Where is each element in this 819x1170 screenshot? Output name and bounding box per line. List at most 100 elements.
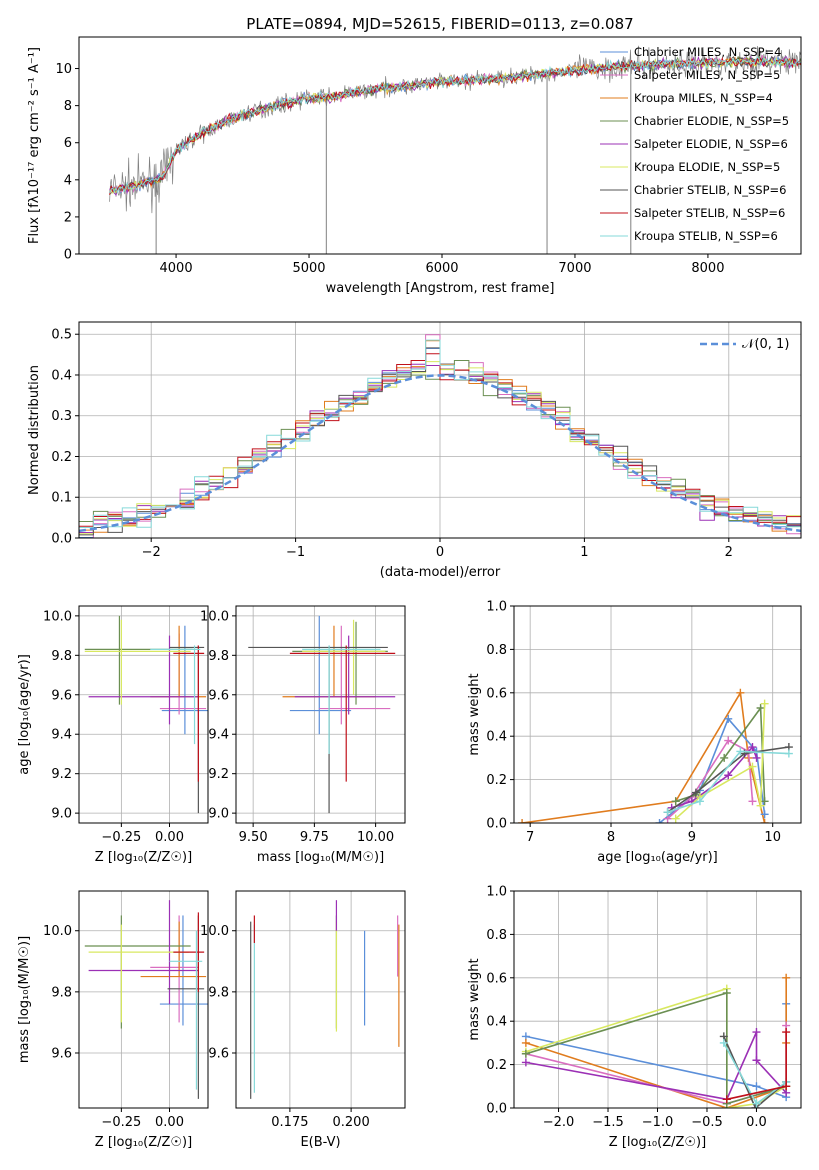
x-tick-label: 6000 bbox=[425, 261, 458, 276]
y-tick-label: 9.6 bbox=[208, 688, 229, 703]
axes-frame bbox=[235, 890, 406, 1109]
x-tick-label: −1 bbox=[286, 545, 305, 560]
y-tick-label: 10.0 bbox=[200, 609, 229, 624]
y-tick-label: 10.0 bbox=[43, 924, 72, 939]
x-axis-label: age [log₁₀(age/yr)] bbox=[597, 850, 718, 865]
y-tick-label: 0.2 bbox=[486, 1058, 507, 1073]
weight-marker bbox=[695, 797, 704, 806]
y-tick-label: 0.4 bbox=[51, 368, 72, 383]
weight-marker bbox=[521, 1038, 530, 1047]
x-axis-label: Z [log₁₀(Z/Z☉)] bbox=[95, 1135, 192, 1150]
x-tick-label: 5000 bbox=[292, 261, 325, 276]
y-tick-label: 10 bbox=[55, 62, 72, 77]
age-mass-panel: 9.50 9.75 10.00 9.0 9.2 9.4 9.6 9.8 10.0 mass [lo… bbox=[200, 605, 406, 865]
axes-frame bbox=[78, 36, 802, 255]
weight-marker bbox=[784, 749, 793, 758]
x-axis-label: Z [log₁₀(Z/Z☉)] bbox=[95, 850, 192, 865]
x-tick-label: 1 bbox=[580, 545, 588, 560]
y-tick-label: 9.4 bbox=[208, 728, 229, 743]
y-tick-label: 9.8 bbox=[208, 985, 229, 1000]
y-tick-label: 0.5 bbox=[51, 328, 72, 343]
weight-marker bbox=[691, 788, 700, 797]
x-tick-label: −0.5 bbox=[691, 1115, 723, 1130]
weight-line bbox=[521, 690, 766, 823]
y-tick-label: 9.0 bbox=[51, 807, 72, 822]
weight-marker bbox=[752, 1056, 761, 1065]
y-tick-label: 9.8 bbox=[51, 985, 72, 1000]
x-tick-label: 8 bbox=[607, 830, 615, 845]
y-tick-label: 0.8 bbox=[486, 643, 507, 658]
y-tick-label: 0.8 bbox=[486, 928, 507, 943]
legend-entry: 𝒩(0, 1) bbox=[742, 337, 789, 352]
y-tick-label: 0.2 bbox=[51, 450, 72, 465]
weight-marker bbox=[752, 1082, 761, 1091]
weight-marker bbox=[521, 1049, 530, 1058]
legend-entry: Chabrier STELIB, N_SSP=6 bbox=[634, 183, 786, 197]
x-axis-label: (data-model)/error bbox=[380, 565, 501, 580]
weight-line bbox=[723, 1036, 787, 1108]
gaussian-curve bbox=[79, 374, 801, 533]
weight-marker bbox=[752, 1099, 761, 1108]
x-tick-label: 9.75 bbox=[300, 830, 329, 845]
weight-marker bbox=[722, 1095, 731, 1104]
weight-marker bbox=[663, 808, 672, 817]
x-tick-label: 4000 bbox=[160, 261, 193, 276]
y-tick-label: 9.8 bbox=[208, 649, 229, 664]
weight-marker bbox=[756, 801, 765, 810]
y-tick-label: 1.0 bbox=[486, 885, 507, 900]
x-tick-label: −1.0 bbox=[642, 1115, 674, 1130]
axes-frame bbox=[78, 890, 209, 1109]
weight-marker bbox=[736, 747, 745, 756]
x-axis-label: Z [log₁₀(Z/Z☉)] bbox=[609, 1135, 706, 1150]
y-tick-label: 9.2 bbox=[51, 767, 72, 782]
x-tick-label: 7 bbox=[526, 830, 534, 845]
weight-marker bbox=[760, 810, 769, 819]
weight-marker bbox=[720, 753, 729, 762]
x-tick-label: −2 bbox=[142, 545, 161, 560]
x-tick-label: 0.00 bbox=[155, 1115, 184, 1130]
residual-histogram bbox=[79, 339, 801, 528]
x-tick-label: 0.00 bbox=[155, 830, 184, 845]
x-tick-label: −0.25 bbox=[101, 1115, 141, 1130]
y-tick-label: 0.4 bbox=[486, 730, 507, 745]
weight-marker bbox=[719, 1038, 728, 1047]
weight-marker bbox=[760, 797, 769, 806]
y-tick-label: 9.6 bbox=[208, 1046, 229, 1061]
mass-Z-panel: −0.25 0.00 9.6 9.8 10.0 Z [log₁₀(Z/Z☉)] mass [… bbox=[17, 890, 209, 1150]
weight-marker bbox=[756, 703, 765, 712]
legend-entry: Salpeter ELODIE, N_SSP=6 bbox=[634, 137, 788, 151]
residuals-panel: −2 −1 0 1 2 0.0 0.1 0.2 0.3 0.4 0.5 (data-model)/er… bbox=[27, 321, 802, 580]
x-tick-label: 0 bbox=[436, 545, 444, 560]
x-tick-label: −1.5 bbox=[592, 1115, 624, 1130]
x-tick-label: 8000 bbox=[691, 261, 724, 276]
legend-entry: Salpeter MILES, N_SSP=5 bbox=[634, 68, 780, 82]
y-tick-label: 9.2 bbox=[208, 767, 229, 782]
y-tick-label: 0.0 bbox=[486, 817, 507, 832]
y-tick-label: 1.0 bbox=[486, 600, 507, 615]
weight-age-panel: 7 8 9 10 0.0 0.2 0.4 0.6 0.8 1.0 age [log₁₀(age/yr… bbox=[467, 600, 802, 865]
weight-marker bbox=[751, 1104, 760, 1108]
x-axis-label: mass [log₁₀(M/M☉)] bbox=[257, 850, 384, 865]
x-tick-label: 0.200 bbox=[333, 1115, 370, 1130]
weight-marker bbox=[752, 1028, 761, 1037]
x-axis-label: E(B-V) bbox=[300, 1135, 340, 1150]
x-tick-label: 2 bbox=[725, 545, 733, 560]
x-tick-label: 7000 bbox=[558, 261, 591, 276]
x-tick-label: −2.0 bbox=[543, 1115, 575, 1130]
weight-marker bbox=[724, 771, 733, 780]
y-axis-label: mass weight bbox=[467, 673, 482, 755]
y-tick-label: 0.3 bbox=[51, 409, 72, 424]
weight-marker bbox=[736, 688, 745, 697]
weight-marker bbox=[760, 819, 769, 823]
weight-marker bbox=[671, 797, 680, 806]
y-tick-label: 0.4 bbox=[486, 1015, 507, 1030]
figure-title: PLATE=0894, MJD=52615, FIBERID=0113, z=0… bbox=[246, 15, 633, 33]
mass-Z-plot bbox=[84, 900, 208, 1099]
y-axis-label: Normed distribution bbox=[27, 365, 42, 495]
legend-entry: Salpeter STELIB, N_SSP=6 bbox=[634, 206, 785, 220]
x-axis-label: wavelength [Angstrom, rest frame] bbox=[326, 281, 555, 296]
legend-entry: Kroupa MILES, N_SSP=4 bbox=[634, 91, 773, 105]
weight-marker bbox=[748, 797, 757, 806]
x-tick-label: 9 bbox=[688, 830, 696, 845]
